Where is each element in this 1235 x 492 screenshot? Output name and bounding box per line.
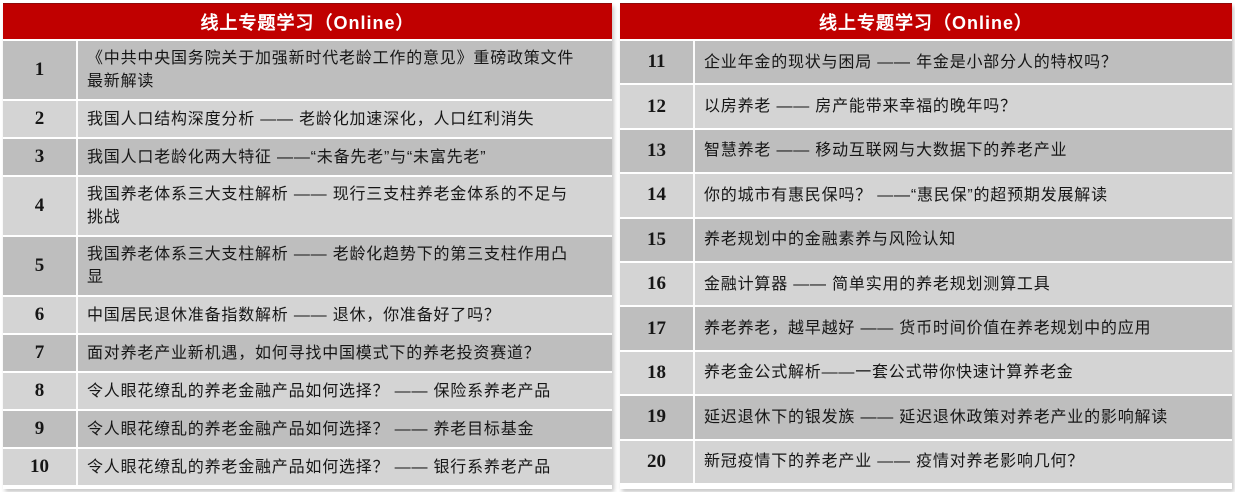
row-number: 8 [3,373,78,409]
row-number: 18 [620,351,695,395]
table-header-left: 线上专题学习（Online） [3,3,612,41]
row-number: 1 [3,41,78,99]
table-row: 8 令人眼花缭乱的养老金融产品如何选择？ —— 保险系养老产品 [3,373,612,411]
table-header-right: 线上专题学习（Online） [620,3,1232,41]
row-number: 17 [620,307,695,350]
table-row: 17 养老养老，越早越好 —— 货币时间价值在养老规划中的应用 [620,307,1232,352]
row-text: 令人眼花缭乱的养老金融产品如何选择？ —— 保险系养老产品 [87,382,552,400]
row-text: 企业年金的现状与困局 —— 年金是小部分人的特权吗？ [704,53,1118,71]
row-text: 养老金公式解析——一套公式带你快速计算养老金 [704,364,1074,382]
row-number: 2 [3,101,78,137]
row-text: 养老规划中的金融素养与风险认知 [704,231,957,249]
table-row: 11 企业年金的现状与困局 —— 年金是小部分人的特权吗？ [620,41,1232,86]
row-number: 9 [3,411,78,447]
table-title: 线上专题学习（Online） [200,12,415,33]
row-number: 15 [620,218,695,261]
row-text: 以房养老 —— 房产能带来幸福的晚年吗？ [704,98,1017,116]
table-row: 6 中国居民退休准备指数解析 —— 退休，你准备好了吗？ [3,297,612,335]
table-row: 4 我国养老体系三大支柱解析 —— 现行三支柱养老金体系的不足与挑战 [3,177,612,237]
row-number: 20 [620,440,695,483]
table-row: 13 智慧养老 —— 移动互联网与大数据下的养老产业 [620,129,1232,175]
row-number: 12 [620,85,695,128]
row-text: 智慧养老 —— 移动互联网与大数据下的养老产业 [704,142,1068,160]
row-text: 养老养老，越早越好 —— 货币时间价值在养老规划中的应用 [704,320,1152,338]
row-number: 13 [620,129,695,173]
online-learning-table-left: 线上专题学习（Online） 1 《中共中央国务院关于加强新时代老龄工作的意见》… [3,3,612,489]
row-text: 延迟退休下的银发族 —— 延迟退休政策对养老产业的影响解读 [704,408,1169,426]
row-text: 面对养老产业新机遇，如何寻找中国模式下的养老投资赛道？ [87,344,541,362]
row-text: 金融计算器 —— 简单实用的养老规划测算工具 [704,275,1051,293]
table-row: 18 养老金公式解析——一套公式带你快速计算养老金 [620,351,1232,397]
row-number: 19 [620,396,695,439]
table-row: 16 金融计算器 —— 简单实用的养老规划测算工具 [620,262,1232,308]
row-text: 我国养老体系三大支柱解析 —— 现行三支柱养老金体系的不足与挑战 [87,186,568,226]
row-number: 4 [3,177,78,235]
row-number: 14 [620,174,695,217]
table-row: 19 延迟退休下的银发族 —— 延迟退休政策对养老产业的影响解读 [620,396,1232,441]
row-text: 《中共中央国务院关于加强新时代老龄工作的意见》重磅政策文件最新解读 [87,50,575,90]
table-row: 10 令人眼花缭乱的养老金融产品如何选择？ —— 银行系养老产品 [3,449,612,487]
table-row: 2 我国人口结构深度分析 —— 老龄化加速深化，人口红利消失 [3,101,612,139]
table-body-left: 1 《中共中央国务院关于加强新时代老龄工作的意见》重磅政策文件最新解读 2 我国… [3,41,612,489]
row-number: 10 [3,449,78,485]
row-text: 中国居民退休准备指数解析 —— 退休，你准备好了吗？ [87,306,501,324]
table-row: 12 以房养老 —— 房产能带来幸福的晚年吗？ [620,85,1232,130]
row-text: 你的城市有惠民保吗？ ——“惠民保”的超预期发展解读 [704,186,1108,204]
table-row: 14 你的城市有惠民保吗？ ——“惠民保”的超预期发展解读 [620,174,1232,219]
row-text: 我国人口结构深度分析 —— 老龄化加速深化，人口红利消失 [87,110,535,128]
table-row: 1 《中共中央国务院关于加强新时代老龄工作的意见》重磅政策文件最新解读 [3,41,612,101]
table-row: 20 新冠疫情下的养老产业 —— 疫情对养老影响几何？ [620,440,1232,485]
row-text: 我国人口老龄化两大特征 ——“未备先老”与“未富先老” [87,148,487,166]
row-number: 3 [3,139,78,175]
table-row: 3 我国人口老龄化两大特征 ——“未备先老”与“未富先老” [3,139,612,177]
row-text: 令人眼花缭乱的养老金融产品如何选择？ —— 银行系养老产品 [87,458,552,476]
row-number: 6 [3,297,78,333]
table-row: 9 令人眼花缭乱的养老金融产品如何选择？ —— 养老目标基金 [3,411,612,449]
row-text: 我国养老体系三大支柱解析 —— 老龄化趋势下的第三支柱作用凸显 [87,246,568,286]
row-number: 11 [620,41,695,84]
row-number: 16 [620,262,695,306]
row-number: 5 [3,237,78,295]
row-text: 新冠疫情下的养老产业 —— 疫情对养老影响几何？ [704,453,1085,471]
row-number: 7 [3,335,78,371]
table-row: 7 面对养老产业新机遇，如何寻找中国模式下的养老投资赛道？ [3,335,612,373]
online-learning-table-right: 线上专题学习（Online） 11 企业年金的现状与困局 —— 年金是小部分人的… [620,3,1232,489]
table-row: 15 养老规划中的金融素养与风险认知 [620,218,1232,263]
table-title: 线上专题学习（Online） [818,12,1033,33]
table-body-right: 11 企业年金的现状与困局 —— 年金是小部分人的特权吗？ 12 以房养老 ——… [620,41,1232,489]
row-text: 令人眼花缭乱的养老金融产品如何选择？ —— 养老目标基金 [87,420,535,438]
table-row: 5 我国养老体系三大支柱解析 —— 老龄化趋势下的第三支柱作用凸显 [3,237,612,297]
